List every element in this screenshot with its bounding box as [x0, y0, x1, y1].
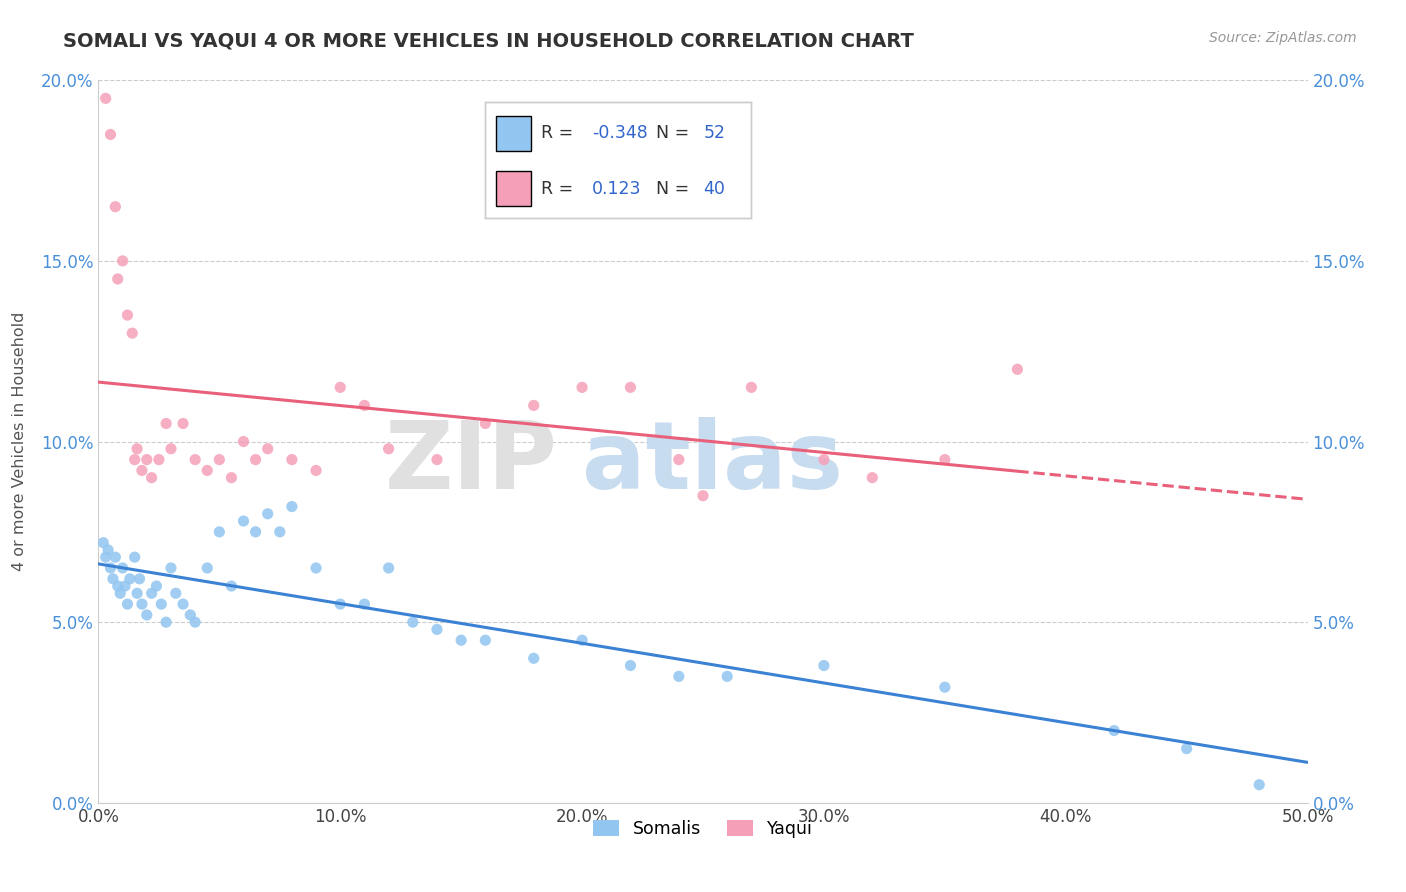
Text: atlas: atlas	[582, 417, 844, 509]
Point	[523, 398, 546, 412]
Point	[571, 380, 593, 394]
Point	[114, 579, 136, 593]
Point	[100, 128, 122, 142]
Point	[934, 680, 956, 694]
Point	[668, 452, 690, 467]
Point	[474, 633, 496, 648]
Point	[232, 434, 254, 449]
Point	[117, 308, 139, 322]
Point	[111, 253, 134, 268]
Point	[1007, 362, 1029, 376]
Point	[1175, 741, 1198, 756]
Point	[232, 514, 254, 528]
Point	[245, 524, 267, 539]
Point	[523, 651, 546, 665]
Point	[111, 561, 134, 575]
Point	[208, 452, 231, 467]
Y-axis label: 4 or more Vehicles in Household: 4 or more Vehicles in Household	[13, 312, 27, 571]
Point	[141, 586, 163, 600]
Point	[145, 579, 167, 593]
Point	[329, 597, 352, 611]
Point	[377, 561, 399, 575]
Point	[150, 597, 173, 611]
Point	[426, 452, 449, 467]
Point	[100, 561, 122, 575]
Point	[160, 561, 183, 575]
Point	[104, 200, 127, 214]
Point	[127, 586, 149, 600]
Point	[184, 452, 207, 467]
Point	[256, 507, 278, 521]
Point	[91, 535, 114, 549]
Point	[474, 417, 496, 431]
Point	[813, 452, 835, 467]
Point	[934, 452, 956, 467]
Point	[860, 471, 883, 485]
Legend: Somalis, Yaqui: Somalis, Yaqui	[586, 813, 820, 845]
Point	[329, 380, 352, 394]
Point	[148, 452, 170, 467]
Point	[94, 91, 117, 105]
Point	[172, 417, 194, 431]
Point	[353, 398, 375, 412]
Point	[118, 572, 141, 586]
Point	[692, 489, 714, 503]
Point	[269, 524, 291, 539]
Point	[619, 380, 641, 394]
Point	[94, 550, 117, 565]
Point	[281, 500, 304, 514]
Point	[450, 633, 472, 648]
Point	[184, 615, 207, 630]
Point	[155, 417, 177, 431]
Point	[353, 597, 375, 611]
Point	[402, 615, 425, 630]
Point	[245, 452, 267, 467]
Point	[97, 542, 120, 557]
Point	[141, 471, 163, 485]
Point	[813, 658, 835, 673]
Point	[740, 380, 762, 394]
Point	[619, 658, 641, 673]
Point	[107, 579, 129, 593]
Point	[108, 586, 131, 600]
Point	[131, 597, 153, 611]
Text: Source: ZipAtlas.com: Source: ZipAtlas.com	[1209, 31, 1357, 45]
Point	[377, 442, 399, 456]
Point	[1102, 723, 1125, 738]
Point	[426, 623, 449, 637]
Point	[305, 561, 328, 575]
Point	[208, 524, 231, 539]
Text: SOMALI VS YAQUI 4 OR MORE VEHICLES IN HOUSEHOLD CORRELATION CHART: SOMALI VS YAQUI 4 OR MORE VEHICLES IN HO…	[63, 31, 914, 50]
Point	[107, 272, 129, 286]
Point	[221, 471, 243, 485]
Point	[195, 561, 218, 575]
Point	[104, 550, 127, 565]
Text: ZIP: ZIP	[385, 417, 558, 509]
Point	[121, 326, 143, 341]
Point	[160, 442, 183, 456]
Point	[117, 597, 139, 611]
Point	[128, 572, 150, 586]
Point	[155, 615, 177, 630]
Point	[256, 442, 278, 456]
Point	[668, 669, 690, 683]
Point	[571, 633, 593, 648]
Point	[195, 463, 218, 477]
Point	[135, 607, 157, 622]
Point	[172, 597, 194, 611]
Point	[124, 550, 146, 565]
Point	[131, 463, 153, 477]
Point	[716, 669, 738, 683]
Point	[221, 579, 243, 593]
Point	[165, 586, 187, 600]
Point	[135, 452, 157, 467]
Point	[1249, 778, 1271, 792]
Point	[127, 442, 149, 456]
Point	[281, 452, 304, 467]
Point	[305, 463, 328, 477]
Point	[101, 572, 124, 586]
Point	[179, 607, 201, 622]
Point	[124, 452, 146, 467]
